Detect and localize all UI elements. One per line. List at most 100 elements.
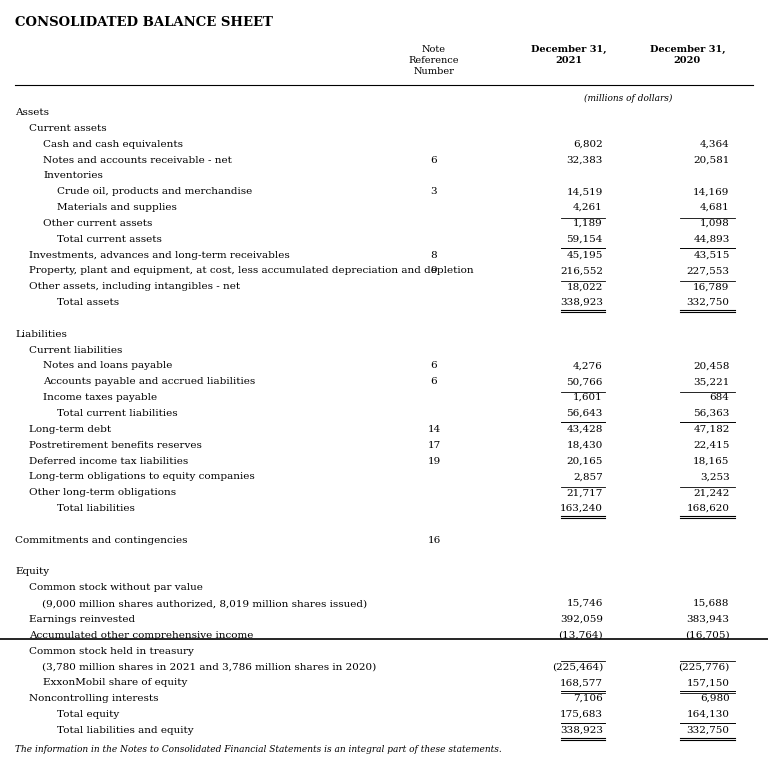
Text: The information in the Notes to Consolidated Financial Statements is an integral: The information in the Notes to Consolid…: [15, 745, 502, 754]
Text: Common stock held in treasury: Common stock held in treasury: [29, 647, 194, 656]
Text: Long-term obligations to equity companies: Long-term obligations to equity companie…: [29, 472, 255, 482]
Text: Common stock without par value: Common stock without par value: [29, 583, 203, 592]
Text: Total current liabilities: Total current liabilities: [57, 409, 177, 418]
Text: 21,717: 21,717: [567, 488, 603, 497]
Text: 17: 17: [427, 441, 441, 450]
Text: 20,458: 20,458: [694, 362, 730, 370]
Text: 3,253: 3,253: [700, 472, 730, 482]
Text: 56,643: 56,643: [567, 409, 603, 418]
Text: 15,746: 15,746: [567, 599, 603, 608]
Text: 332,750: 332,750: [687, 726, 730, 735]
Text: Accounts payable and accrued liabilities: Accounts payable and accrued liabilities: [43, 377, 255, 386]
Text: 392,059: 392,059: [560, 615, 603, 624]
Text: 59,154: 59,154: [567, 235, 603, 243]
Text: (225,776): (225,776): [678, 663, 730, 671]
Text: Total current assets: Total current assets: [57, 235, 162, 243]
Text: Earnings reinvested: Earnings reinvested: [29, 615, 135, 624]
Text: Equity: Equity: [15, 568, 49, 577]
Text: 45,195: 45,195: [567, 250, 603, 260]
Text: 6,802: 6,802: [573, 140, 603, 149]
Text: Noncontrolling interests: Noncontrolling interests: [29, 694, 159, 703]
Text: (16,705): (16,705): [685, 631, 730, 640]
Text: 383,943: 383,943: [687, 615, 730, 624]
Text: Accumulated other comprehensive income: Accumulated other comprehensive income: [29, 631, 253, 640]
Text: Notes and accounts receivable - net: Notes and accounts receivable - net: [43, 155, 232, 164]
Text: Investments, advances and long-term receivables: Investments, advances and long-term rece…: [29, 250, 290, 260]
Text: 6: 6: [431, 362, 437, 370]
Text: 14,169: 14,169: [694, 187, 730, 196]
Text: Total equity: Total equity: [57, 710, 119, 719]
Text: Crude oil, products and merchandise: Crude oil, products and merchandise: [57, 187, 252, 196]
Text: ExxonMobil share of equity: ExxonMobil share of equity: [43, 678, 187, 687]
Text: Other current assets: Other current assets: [43, 219, 152, 228]
Text: 6,980: 6,980: [700, 694, 730, 703]
Text: Liabilities: Liabilities: [15, 329, 68, 339]
Text: 157,150: 157,150: [687, 678, 730, 687]
Text: Long-term debt: Long-term debt: [29, 425, 111, 434]
Text: 43,428: 43,428: [567, 425, 603, 434]
Text: (3,780 million shares in 2021 and 3,786 million shares in 2020): (3,780 million shares in 2021 and 3,786 …: [29, 663, 376, 671]
Text: 168,577: 168,577: [560, 678, 603, 687]
Text: 164,130: 164,130: [687, 710, 730, 719]
Text: Other long-term obligations: Other long-term obligations: [29, 488, 177, 497]
Text: Current assets: Current assets: [29, 124, 107, 133]
Text: 35,221: 35,221: [694, 377, 730, 386]
Text: 20,165: 20,165: [567, 456, 603, 465]
Text: 227,553: 227,553: [687, 266, 730, 276]
Text: 16,789: 16,789: [694, 283, 730, 291]
Text: 1,098: 1,098: [700, 219, 730, 228]
Text: 175,683: 175,683: [560, 710, 603, 719]
Text: 1,189: 1,189: [573, 219, 603, 228]
Text: 338,923: 338,923: [560, 298, 603, 307]
Text: Notes and loans payable: Notes and loans payable: [43, 362, 172, 370]
Text: 4,276: 4,276: [573, 362, 603, 370]
Text: 6: 6: [431, 377, 437, 386]
Text: 3: 3: [431, 187, 437, 196]
Text: (13,764): (13,764): [558, 631, 603, 640]
Text: Income taxes payable: Income taxes payable: [43, 393, 157, 402]
Text: 168,620: 168,620: [687, 504, 730, 513]
Text: Inventories: Inventories: [43, 171, 103, 180]
Text: Deferred income tax liabilities: Deferred income tax liabilities: [29, 456, 188, 465]
Text: Other assets, including intangibles - net: Other assets, including intangibles - ne…: [29, 283, 240, 291]
Text: 32,383: 32,383: [567, 155, 603, 164]
Text: 2,857: 2,857: [573, 472, 603, 482]
Text: 18,165: 18,165: [694, 456, 730, 465]
Text: 8: 8: [431, 250, 437, 260]
Text: December 31,
2021: December 31, 2021: [531, 45, 606, 65]
Text: Cash and cash equivalents: Cash and cash equivalents: [43, 140, 183, 149]
Text: 16: 16: [427, 536, 441, 545]
Text: 20,581: 20,581: [694, 155, 730, 164]
Text: 684: 684: [710, 393, 730, 402]
Text: 216,552: 216,552: [560, 266, 603, 276]
Text: (225,464): (225,464): [551, 663, 603, 671]
Text: 163,240: 163,240: [560, 504, 603, 513]
Text: 332,750: 332,750: [687, 298, 730, 307]
Text: 47,182: 47,182: [694, 425, 730, 434]
Text: 18,430: 18,430: [567, 441, 603, 450]
Text: 14,519: 14,519: [567, 187, 603, 196]
Text: Materials and supplies: Materials and supplies: [57, 203, 177, 212]
Text: Total assets: Total assets: [57, 298, 119, 307]
Text: 14: 14: [427, 425, 441, 434]
Text: Property, plant and equipment, at cost, less accumulated depreciation and deplet: Property, plant and equipment, at cost, …: [29, 266, 474, 276]
Text: (millions of dollars): (millions of dollars): [584, 94, 672, 103]
Text: 4,364: 4,364: [700, 140, 730, 149]
Text: Commitments and contingencies: Commitments and contingencies: [15, 536, 188, 545]
Text: 21,242: 21,242: [694, 488, 730, 497]
Text: 56,363: 56,363: [694, 409, 730, 418]
Text: Current liabilities: Current liabilities: [29, 346, 123, 355]
Text: Postretirement benefits reserves: Postretirement benefits reserves: [29, 441, 202, 450]
Text: 6: 6: [431, 155, 437, 164]
Text: 44,893: 44,893: [694, 235, 730, 243]
Text: 338,923: 338,923: [560, 726, 603, 735]
Text: 1,601: 1,601: [573, 393, 603, 402]
Text: Note
Reference
Number: Note Reference Number: [409, 45, 459, 77]
Text: Total liabilities and equity: Total liabilities and equity: [57, 726, 194, 735]
Text: Total liabilities: Total liabilities: [57, 504, 134, 513]
Text: 22,415: 22,415: [694, 441, 730, 450]
Text: December 31,
2020: December 31, 2020: [650, 45, 725, 65]
Text: 15,688: 15,688: [694, 599, 730, 608]
Text: Assets: Assets: [15, 108, 49, 117]
Text: 4,261: 4,261: [573, 203, 603, 212]
